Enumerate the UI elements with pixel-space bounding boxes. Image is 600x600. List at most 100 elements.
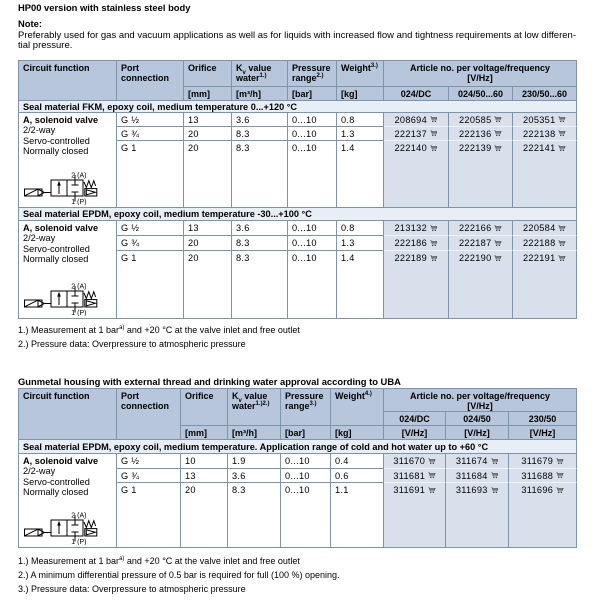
voltage-2305060: 230/50...60: [513, 87, 577, 101]
circuit-function-cell: A, solenoid valve 2/2-way Servo-controll…: [19, 221, 117, 319]
port-cell: G ¾: [117, 469, 181, 483]
unit-vhz: [V/Hz]: [384, 426, 446, 440]
port-cell: G ¾: [117, 236, 184, 251]
col-header-port-connection: Port connection: [117, 389, 181, 440]
cart-icon: [556, 487, 564, 493]
article-cell[interactable]: 205351: [513, 113, 577, 127]
cart-icon: [428, 487, 436, 493]
port-cell: G ¾: [117, 127, 184, 141]
note-line-2: tial pressure.: [18, 39, 73, 51]
note-label: Note:: [18, 18, 42, 29]
kv-cell: 3.6: [228, 469, 281, 483]
spec-table-gunmetal: Circuit function Port connection Orifice…: [18, 388, 577, 548]
port-cell: G 1: [117, 141, 184, 208]
col-header-orifice: Orifice: [184, 61, 232, 87]
footnote: 2.) Pressure data: Overpressure to atmos…: [18, 339, 246, 349]
article-cell[interactable]: 208694: [384, 113, 449, 127]
orifice-cell: 20: [184, 251, 232, 319]
svg-text:1 (P): 1 (P): [71, 199, 86, 205]
article-cell[interactable]: 311670: [384, 454, 446, 469]
article-cell[interactable]: 222190: [449, 251, 513, 319]
circuit-line: Normally closed: [23, 487, 89, 498]
col-header-kv-value: Kv value water1.): [232, 61, 288, 87]
article-cell[interactable]: 222186: [384, 236, 449, 251]
article-cell[interactable]: 222136: [449, 127, 513, 141]
pressure-cell: 0...10: [281, 469, 331, 483]
port-cell: G ½: [117, 221, 184, 236]
col-header-weight: Weight3.): [337, 61, 384, 87]
unit-mm: [mm]: [181, 426, 228, 440]
kv-cell: 8.3: [232, 141, 288, 208]
cart-icon: [490, 472, 499, 479]
article-cell[interactable]: 222141: [513, 141, 577, 208]
unit-m3h: [m³/h]: [232, 87, 288, 101]
article-cell[interactable]: 220585: [449, 113, 513, 127]
article-cell[interactable]: 222189: [384, 251, 449, 319]
pressure-cell: 0...10: [281, 483, 331, 548]
weight-cell: 1.3: [337, 236, 384, 251]
article-cell[interactable]: 311696: [509, 483, 577, 548]
cart-icon: [558, 145, 567, 151]
article-cell[interactable]: 311679: [509, 454, 577, 469]
circuit-function-cell: A, solenoid valve 2/2-way Servo-controll…: [19, 113, 117, 208]
pressure-cell: 0...10: [288, 221, 337, 236]
article-cell[interactable]: 311681: [384, 469, 446, 483]
cart-icon: [430, 225, 438, 231]
circuit-line: Normally closed: [23, 254, 89, 265]
article-cell[interactable]: 222166: [449, 221, 513, 236]
weight-cell: 0.4: [331, 454, 384, 469]
article-cell[interactable]: 213132: [384, 221, 449, 236]
col-header-circuit-function: Circuit function: [19, 61, 117, 101]
article-cell[interactable]: 311693: [446, 483, 509, 548]
cart-icon: [428, 472, 436, 479]
col-header-orifice: Orifice: [181, 389, 228, 426]
weight-cell: 0.8: [337, 113, 384, 127]
cart-icon: [558, 240, 567, 246]
article-cell[interactable]: 311691: [384, 483, 446, 548]
unit-kg: [kg]: [337, 87, 384, 101]
cart-icon: [430, 145, 438, 151]
weight-cell: 1.1: [331, 483, 384, 548]
pressure-cell: 0...10: [288, 251, 337, 319]
page-title: HP00 version with stainless steel body: [18, 2, 191, 13]
article-cell[interactable]: 311674: [446, 454, 509, 469]
cart-icon: [556, 472, 564, 479]
article-cell[interactable]: 222139: [449, 141, 513, 208]
footnotes-table1: 1.) Measurement at 1 bara) and +20 °C at…: [18, 325, 300, 353]
cart-icon: [428, 458, 436, 464]
cart-icon: [494, 130, 503, 137]
article-cell[interactable]: 222137: [384, 127, 449, 141]
circuit-line: A, solenoid valve: [23, 223, 99, 233]
voltage-024dc: 024/DC: [384, 412, 446, 426]
spec-table-stainless-steel: Circuit function Port connection Orifice…: [18, 60, 577, 319]
cart-icon: [556, 458, 564, 464]
article-cell[interactable]: 222188: [513, 236, 577, 251]
cart-icon: [490, 458, 499, 464]
article-cell[interactable]: 311688: [509, 469, 577, 483]
orifice-cell: 13: [184, 221, 232, 236]
article-cell[interactable]: 222191: [513, 251, 577, 319]
kv-cell: 3.6: [232, 221, 288, 236]
cart-icon: [494, 255, 503, 261]
weight-cell: 0.8: [337, 221, 384, 236]
port-cell: G 1: [117, 483, 181, 548]
cart-icon: [430, 240, 438, 246]
cart-icon: [430, 255, 438, 261]
kv-cell: 3.6: [232, 113, 288, 127]
article-cell[interactable]: 222138: [513, 127, 577, 141]
article-cell[interactable]: 222187: [449, 236, 513, 251]
article-cell[interactable]: 220584: [513, 221, 577, 236]
cart-icon: [490, 487, 499, 493]
col-header-pressure-range: Pressure range2.): [288, 61, 337, 87]
cart-icon: [558, 225, 567, 231]
svg-text:1 (P): 1 (P): [71, 310, 86, 316]
unit-m3h: [m³/h]: [228, 426, 281, 440]
svg-text:2 (A): 2 (A): [71, 512, 86, 519]
cart-icon: [494, 145, 503, 151]
voltage-0245060: 024/50...60: [449, 87, 513, 101]
article-cell[interactable]: 311684: [446, 469, 509, 483]
article-cell[interactable]: 222140: [384, 141, 449, 208]
circuit-line: Normally closed: [23, 146, 89, 157]
orifice-cell: 13: [181, 469, 228, 483]
